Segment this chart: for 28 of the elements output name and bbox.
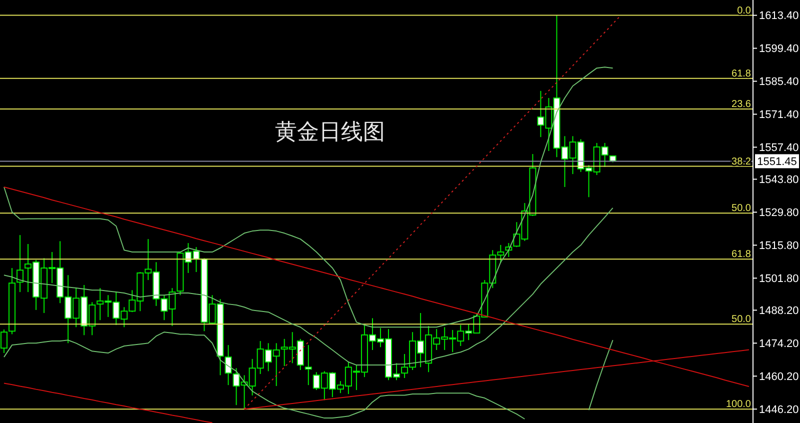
line-series (4, 207, 614, 366)
annotation: 50.0 (732, 314, 752, 326)
annotation: 100.0 (726, 399, 752, 410)
y-tick-label: 1501.80 (759, 273, 799, 286)
line-series (4, 382, 213, 423)
annotation: 50.0 (732, 203, 752, 214)
annotation: 0.0 (737, 5, 752, 16)
y-tick-label: 1474.20 (759, 338, 799, 350)
y-tick-label: 1585.40 (759, 76, 799, 88)
line-series (244, 14, 622, 410)
y-tick-label: 1599.40 (759, 43, 799, 56)
ref-line-label: 1551.45 (757, 156, 797, 168)
y-tick-label: 1515.80 (759, 240, 799, 252)
annotation: 61.8 (732, 249, 752, 260)
annotation: 61.8 (732, 68, 752, 80)
y-tick-label: 1460.20 (759, 371, 799, 384)
y-tick-label: 1571.40 (759, 109, 799, 122)
annotation: 23.6 (732, 99, 752, 110)
text: 黄金日线图 (275, 119, 385, 147)
y-tick-label: 1543.80 (759, 174, 799, 186)
y-tick-label: 1446.20 (759, 404, 799, 416)
y-tick-label: 1613.40 (759, 10, 799, 22)
y-tick-label: 1557.40 (759, 142, 799, 154)
y-tick-label: 1529.80 (759, 207, 799, 220)
candlestick (304, 344, 312, 386)
y-tick-label: 1488.20 (759, 305, 799, 318)
candlestick (224, 344, 232, 386)
candlestick (16, 234, 24, 293)
